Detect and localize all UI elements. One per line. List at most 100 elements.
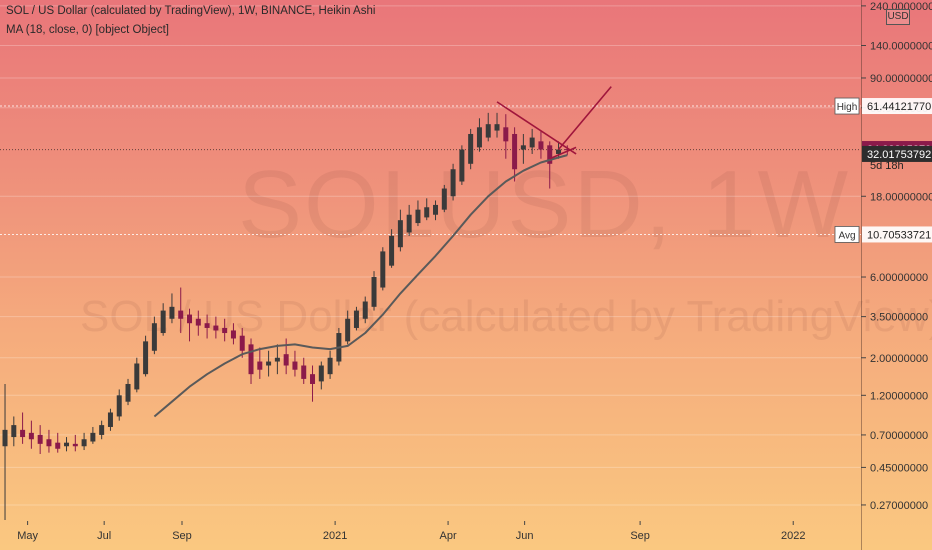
candle bbox=[529, 137, 535, 148]
breakout-arrow-line bbox=[557, 86, 612, 151]
candle bbox=[46, 439, 52, 447]
high-tag: High bbox=[837, 102, 858, 113]
candle bbox=[195, 318, 201, 326]
candle bbox=[433, 204, 439, 215]
candle bbox=[397, 220, 403, 248]
countdown-label: 5d 18h bbox=[870, 160, 904, 172]
y-tick-label: 140.00000000 bbox=[870, 40, 932, 52]
candle bbox=[406, 214, 412, 233]
candle bbox=[222, 327, 228, 334]
candle bbox=[476, 127, 482, 148]
candle bbox=[547, 145, 553, 164]
triangle-lower-line bbox=[549, 146, 577, 160]
candle bbox=[450, 169, 456, 197]
candle bbox=[143, 341, 149, 375]
ma-label-box bbox=[862, 145, 932, 162]
candle bbox=[371, 277, 377, 307]
candle bbox=[503, 127, 509, 142]
y-tick-label: 90.00000000 bbox=[870, 73, 932, 85]
y-tick-label: 0.27000000 bbox=[870, 500, 928, 512]
candle bbox=[20, 429, 26, 438]
y-tick-label: 18.00000000 bbox=[870, 191, 932, 203]
candle bbox=[380, 251, 386, 288]
candle bbox=[72, 443, 78, 447]
x-tick-label: May bbox=[17, 530, 38, 542]
y-tick-label: 0.45000000 bbox=[870, 462, 928, 474]
x-tick-label: Jul bbox=[97, 530, 111, 542]
x-tick-label: 2021 bbox=[323, 530, 347, 542]
candle bbox=[266, 361, 272, 366]
candle bbox=[81, 439, 87, 447]
candle bbox=[310, 374, 316, 384]
candle bbox=[55, 442, 61, 449]
x-tick-label: Sep bbox=[630, 530, 650, 542]
y-tick-label: 0.70000000 bbox=[870, 430, 928, 442]
ma-label: 32.01753792 bbox=[867, 149, 931, 161]
candle bbox=[257, 361, 263, 370]
candle bbox=[415, 209, 421, 224]
candle bbox=[327, 357, 333, 375]
candle bbox=[187, 314, 193, 324]
candle bbox=[28, 432, 34, 440]
candle bbox=[151, 323, 157, 351]
high-label: 61.44121770 bbox=[867, 101, 931, 113]
candle bbox=[99, 425, 105, 435]
x-tick-label: 2022 bbox=[781, 530, 805, 542]
y-tick-label: 240.00000000 bbox=[870, 1, 932, 13]
candle bbox=[318, 365, 324, 382]
x-tick-label: Apr bbox=[440, 530, 457, 542]
avg-label-box bbox=[862, 226, 932, 243]
triangle-upper-line bbox=[496, 101, 577, 155]
candle bbox=[353, 310, 359, 328]
candle bbox=[345, 318, 351, 342]
candle bbox=[248, 344, 254, 375]
candle bbox=[169, 306, 175, 319]
candle bbox=[213, 325, 219, 331]
candle bbox=[362, 301, 368, 319]
currency-button[interactable]: USD bbox=[886, 9, 910, 25]
candle bbox=[64, 442, 70, 447]
y-tick-label: 6.00000000 bbox=[870, 272, 928, 284]
candle bbox=[292, 361, 298, 370]
high-label-box bbox=[862, 98, 932, 115]
candle bbox=[301, 365, 307, 379]
candle bbox=[90, 432, 96, 442]
high-tag-box bbox=[834, 97, 860, 115]
candle bbox=[468, 133, 474, 164]
candle bbox=[274, 357, 280, 362]
candle bbox=[37, 434, 43, 444]
candle bbox=[116, 395, 122, 417]
y-tick-label: 3.50000000 bbox=[870, 312, 928, 324]
candle bbox=[512, 133, 518, 170]
candle bbox=[178, 310, 184, 319]
candle bbox=[485, 124, 491, 138]
candle bbox=[441, 188, 447, 210]
avg-tag-box bbox=[834, 226, 860, 243]
candle bbox=[459, 149, 465, 182]
candle bbox=[556, 149, 562, 154]
candle bbox=[2, 429, 8, 447]
candle bbox=[125, 383, 131, 402]
ma-line bbox=[153, 154, 568, 418]
candle bbox=[11, 425, 17, 438]
ma-legend[interactable]: MA (18, close, 0) [object Object] bbox=[6, 24, 169, 36]
x-tick-label: Jun bbox=[516, 530, 534, 542]
candle bbox=[494, 124, 500, 131]
candle bbox=[520, 145, 526, 150]
y-tick-label: 2.00000000 bbox=[870, 353, 928, 365]
candle bbox=[424, 207, 430, 218]
candle bbox=[160, 310, 166, 334]
candle bbox=[230, 330, 236, 339]
candle bbox=[389, 235, 395, 266]
candle bbox=[564, 149, 570, 151]
avg-label: 10.70533721 bbox=[867, 229, 931, 241]
symbol-legend[interactable]: SOL / US Dollar (calculated by TradingVi… bbox=[6, 5, 376, 17]
candle bbox=[204, 323, 210, 328]
x-tick-label: Sep bbox=[172, 530, 192, 542]
candle bbox=[239, 335, 245, 351]
candle bbox=[283, 354, 289, 366]
avg-tag: Avg bbox=[838, 230, 855, 241]
candle bbox=[538, 141, 544, 150]
